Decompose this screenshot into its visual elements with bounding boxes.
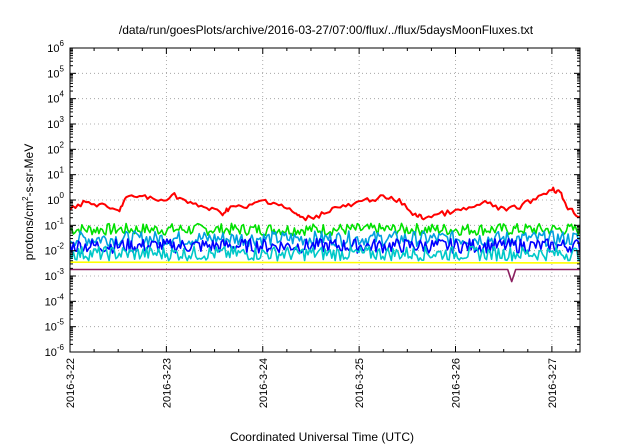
- x-tick-label: 2016-3-23: [161, 358, 173, 408]
- y-tick-base: 10: [45, 220, 57, 232]
- y-tick-label: 10-4: [45, 292, 65, 308]
- y-tick-exponent: -2: [57, 242, 65, 251]
- y-tick-label: 100: [47, 191, 64, 207]
- x-tick-labels: 2016-3-22 2016-3-23 2016-3-24 2016-3-25 2016…: [65, 358, 559, 408]
- y-tick-base: 10: [47, 43, 59, 55]
- series-line: [70, 245, 580, 262]
- chart-title: /data/run/goesPlots/archive/2016-03-27/0…: [119, 23, 534, 37]
- y-tick-label: 10-2: [45, 242, 65, 258]
- y-tick-exponent: 3: [60, 115, 65, 124]
- y-tick-label: 10-5: [45, 318, 65, 334]
- y-tick-base: 10: [47, 94, 59, 106]
- y-tick-base: 10: [47, 68, 59, 80]
- series-group: [70, 186, 580, 283]
- y-tick-label: 10-1: [45, 216, 65, 232]
- series-line: [70, 186, 580, 222]
- y-tick-exponent: 4: [60, 90, 65, 99]
- x-axis-label: Coordinated Universal Time (UTC): [230, 430, 414, 444]
- y-tick-base: 10: [47, 195, 59, 207]
- y-tick-labels: 10-610-510-410-310-210-11001011021031041…: [45, 39, 65, 359]
- y-tick-exponent: -4: [57, 292, 65, 301]
- series-line: [70, 261, 580, 264]
- series-line: [70, 230, 580, 247]
- x-tick-label: 2016-3-22: [65, 358, 77, 408]
- y-axis-label-prefix: protons/cm: [22, 201, 36, 260]
- y-axis-label-sup: 2: [21, 196, 30, 201]
- y-tick-label: 102: [47, 140, 64, 156]
- y-tick-label: 103: [47, 115, 64, 131]
- x-tick-label: 2016-3-25: [354, 358, 366, 408]
- y-tick-base: 10: [45, 246, 57, 258]
- y-tick-exponent: -5: [57, 318, 65, 327]
- y-tick-label: 104: [47, 90, 64, 106]
- y-tick-label: 10-6: [45, 343, 65, 359]
- x-tick-label: 2016-3-27: [547, 358, 559, 408]
- y-tick-exponent: -3: [57, 267, 65, 276]
- y-axis-label-suffix: -s-sr-MeV: [22, 144, 36, 197]
- series-line: [70, 268, 580, 283]
- x-tick-label: 2016-3-26: [451, 358, 463, 408]
- y-tick-base: 10: [47, 144, 59, 156]
- y-tick-exponent: 2: [60, 140, 65, 149]
- y-tick-exponent: 0: [60, 191, 65, 200]
- y-tick-exponent: 1: [60, 166, 65, 175]
- y-tick-exponent: -6: [57, 343, 65, 352]
- y-tick-base: 10: [45, 296, 57, 308]
- y-axis-label: protons/cm2-s-sr-MeV: [21, 144, 36, 260]
- y-tick-base: 10: [45, 322, 57, 334]
- series-line: [70, 222, 580, 237]
- y-tick-base: 10: [47, 170, 59, 182]
- y-tick-label: 101: [47, 166, 64, 182]
- y-tick-exponent: 6: [60, 39, 65, 48]
- series-line: [70, 237, 580, 254]
- x-tick-label: 2016-3-24: [258, 358, 270, 408]
- y-tick-label: 105: [47, 64, 64, 80]
- y-tick-exponent: 5: [60, 64, 65, 73]
- y-tick-base: 10: [45, 347, 57, 359]
- y-tick-base: 10: [45, 271, 57, 283]
- grid-lines: [70, 47, 580, 353]
- y-tick-exponent: -1: [57, 216, 65, 225]
- y-tick-label: 106: [47, 39, 64, 55]
- tick-marks: [69, 47, 580, 353]
- y-tick-label: 10-3: [45, 267, 65, 283]
- y-tick-base: 10: [47, 119, 59, 131]
